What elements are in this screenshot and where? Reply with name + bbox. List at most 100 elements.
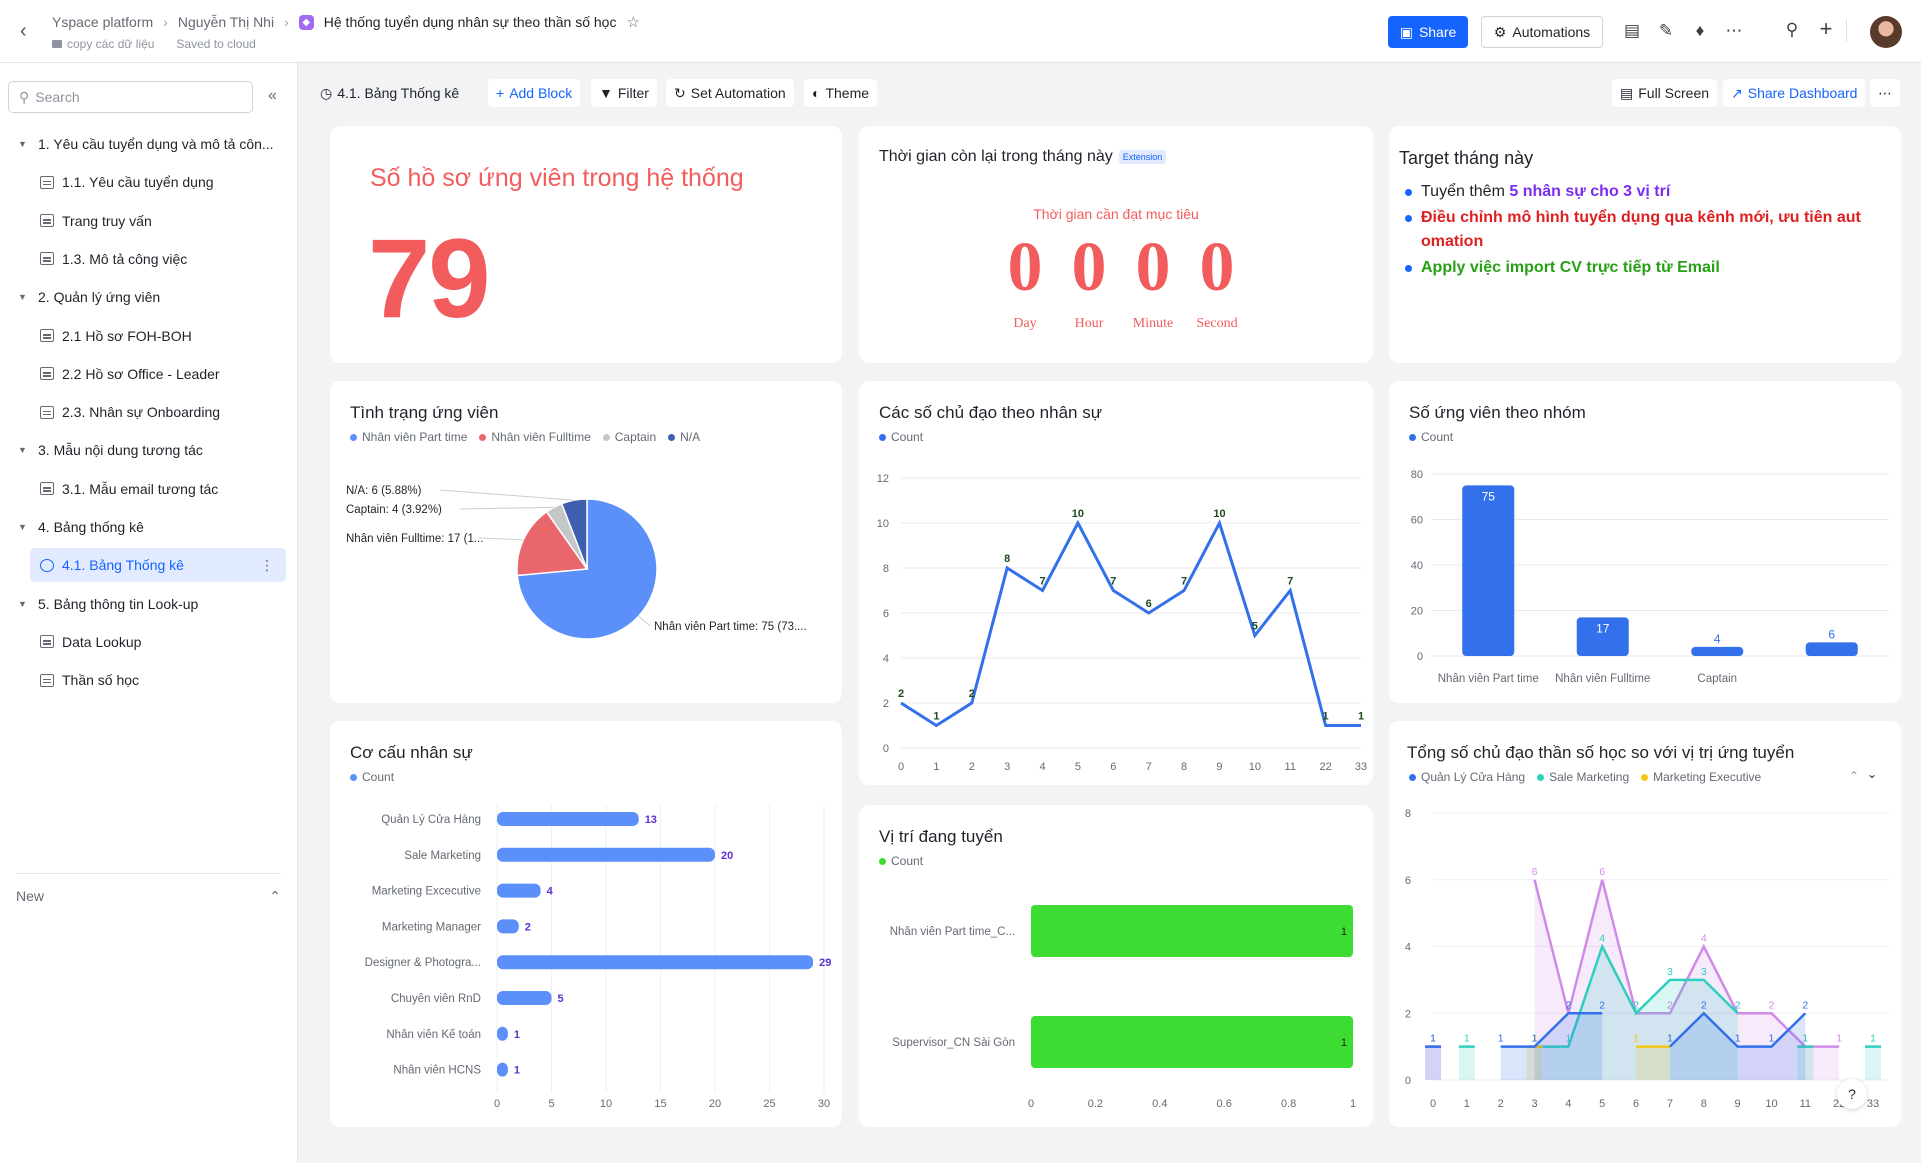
plugin-icon[interactable]: ✎ [1658,21,1674,40]
total-candidates-card[interactable]: Số hồ sơ ứng viên trong hệ thống 79 [330,126,842,363]
open-positions-card[interactable]: Vị trí đang tuyển Count 0 0.2 0.4 0.6 0.8 1 Nh… [859,805,1373,1127]
table-icon [40,214,54,228]
sidebar-item[interactable]: 1.1. Yêu cầu tuyển dụng [40,165,280,199]
plus-icon: + [496,85,505,101]
breadcrumb-doc[interactable]: Hệ thống tuyển dụng nhân sự theo thần số… [323,14,617,30]
expand-caret-icon[interactable]: ▼ [18,598,27,609]
expand-caret-icon[interactable]: ▼ [18,445,27,456]
data-label: 1 [1735,1033,1741,1045]
legend-item[interactable]: Count [350,770,394,784]
legend-item[interactable]: Captain [602,430,656,444]
legend-item[interactable]: Quản Lý Cửa Hàng [1409,770,1525,784]
breadcrumb-owner[interactable]: Nguyễn Thị Nhi [177,14,275,30]
legend-next-icon[interactable]: ⌄ [1867,767,1878,781]
table-icon [40,635,54,649]
sidebar-item[interactable]: 4.1. Bảng Thống kê ⋮ [30,548,286,583]
sidebar-item[interactable]: 2.3. Nhân sự Onboarding [40,395,280,429]
sidebar-item[interactable]: 2.1 Hồ sơ FOH-BOH [40,319,280,353]
y-tick-label: 8 [1405,808,1411,820]
bar [497,883,541,898]
plus-icon[interactable]: + [1819,16,1833,41]
sidebar-item[interactable]: ▼ 2. Quản lý ứng viên [18,280,280,314]
x-tick-label: Nhân viên Fulltime [1555,673,1650,685]
legend-dot [350,434,357,442]
share-dashboard-button[interactable]: ↗ Share Dashboard [1723,79,1866,107]
legend-prev-icon[interactable]: ⌃ [1849,769,1860,783]
target-card[interactable]: Target tháng này Tuyển thêm 5 nhân sự ch… [1389,126,1901,363]
add-block-button[interactable]: + Add Block [488,79,581,107]
folder-path[interactable]: copy các dữ liệu [52,37,154,51]
x-tick-label: 4 [1039,761,1045,773]
legend-item[interactable]: Sale Marketing [1537,770,1629,784]
data-label: 1 [1633,1033,1639,1045]
automations-button[interactable]: ⚙ Automations [1481,16,1603,48]
legend-item[interactable]: Count [879,430,923,444]
new-section[interactable]: New ⌃ [16,873,281,905]
legend-label: Count [891,854,924,868]
collapse-sidebar-icon[interactable]: « [268,87,277,104]
sidebar-item[interactable]: ▼ 4. Bảng thống kê [18,510,280,544]
staff-structure-card[interactable]: Cơ cấu nhân sự Count 0 5 10 15 20 25 30 Quản Lý… [330,721,842,1127]
more-icon[interactable]: ⋯ [1725,21,1743,40]
doc-info-icon[interactable]: ▤ [1623,21,1641,40]
view-title[interactable]: ◷ 4.1. Bảng Thống kê [320,84,460,102]
card-title: Tình trạng ứng viên [350,403,499,422]
life-path-numbers-card[interactable]: Các số chủ đạo theo nhân sự Count 0 2 4 6 8 1… [859,381,1373,785]
help-icon[interactable]: ? [1837,1079,1867,1109]
data-label: 2 [1565,999,1571,1011]
search-icon[interactable]: ⚲ [1785,20,1799,39]
set-automation-button[interactable]: ↻ Set Automation [666,79,794,107]
data-label: 1 [1667,1033,1673,1045]
sidebar-item[interactable]: Thần số học [40,663,280,697]
share-icon: ↗ [1731,84,1743,101]
numerology-vs-position-card[interactable]: Tổng số chủ đạo thần số học so với vị tr… [1389,721,1901,1127]
y-tick-label: 0 [883,743,889,755]
sidebar-item[interactable]: Trang truy vấn [40,204,280,238]
table-icon [40,482,54,496]
candidate-status-card[interactable]: Tình trạng ứng viên Nhân viên Part time N… [330,381,842,703]
bar [1031,1016,1353,1068]
expand-caret-icon[interactable]: ▼ [18,292,27,303]
breadcrumb-workspace[interactable]: Yspace platform [52,14,154,30]
legend-item[interactable]: Count [1409,430,1453,444]
share-button[interactable]: ▣ Share [1388,16,1468,48]
data-label: 10 [1213,508,1225,520]
data-label: 1 [1430,1033,1436,1045]
candidates-by-group-card[interactable]: Số ứng viên theo nhóm Count 0 20 40 60 80 75 N… [1389,381,1901,703]
more-icon[interactable]: ⋯ [1870,79,1900,107]
legend-item[interactable]: N/A [668,430,700,444]
sidebar-item[interactable]: ▼ 1. Yêu cầu tuyển dụng và mô tả côn... [18,127,280,161]
more-icon[interactable]: ⋮ [260,556,274,573]
data-label: 2 [1802,999,1808,1011]
avatar[interactable] [1870,16,1902,48]
x-tick-label: 22 [1319,761,1331,773]
countdown-day: 0 Day [1007,229,1043,331]
sidebar-item[interactable]: ▼ 5. Bảng thông tin Look-up [18,587,280,621]
bell-icon[interactable]: ♦ [1695,21,1705,40]
x-tick-label: 8 [1701,1098,1707,1110]
expand-caret-icon[interactable]: ▼ [18,522,27,532]
sidebar-item[interactable]: 2.2 Hồ sơ Office - Leader [40,357,280,391]
sidebar-item[interactable]: ▼ 3. Mẫu nội dung tương tác [18,433,280,467]
countdown-card[interactable]: Thời gian còn lại trong tháng này Extensi… [859,126,1373,363]
x-tick-label: 7 [1146,761,1152,773]
sidebar-item[interactable]: 3.1. Mẫu email tương tác [40,472,280,506]
sidebar-item[interactable]: Data Lookup [40,625,280,659]
back-icon[interactable]: ‹ [20,20,27,42]
pie-label: Nhân viên Part time: 75 (73.... [654,621,807,633]
expand-caret-icon[interactable]: ▼ [18,139,27,149]
data-label: 7 [1287,576,1293,588]
dashboard-toolbar: ◷ 4.1. Bảng Thống kê + Add Block ▼ Filter ↻… [298,63,1921,125]
theme-button[interactable]: ◐ Theme [804,79,878,107]
full-screen-button[interactable]: ▤ Full Screen [1612,79,1718,107]
legend-item[interactable]: Count [879,854,923,868]
search-input[interactable]: ⚲ Search [8,81,253,113]
sidebar-item[interactable]: 1.3. Mô tả công việc [40,242,280,276]
legend-label: Marketing Executive [1653,770,1762,784]
legend-item[interactable]: Marketing Executive [1641,770,1761,784]
legend-item[interactable]: Nhân viên Part time [350,430,467,444]
star-icon[interactable]: ☆ [626,14,640,31]
filter-button[interactable]: ▼ Filter [591,79,657,107]
legend-item[interactable]: Nhân viên Fulltime [479,430,591,444]
chevron-right-icon: › [284,14,289,30]
